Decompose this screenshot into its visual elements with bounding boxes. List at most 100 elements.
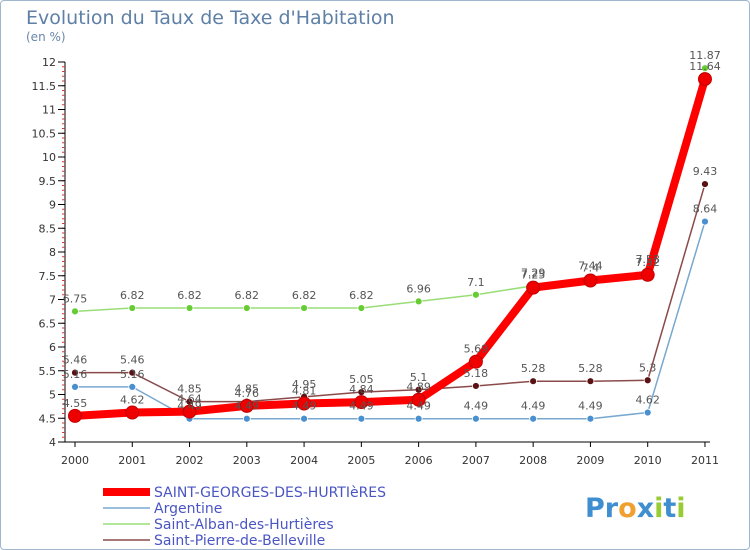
- data-point: [300, 414, 308, 423]
- data-label: 4.84: [349, 383, 374, 396]
- data-point: [583, 273, 598, 288]
- y-tick-label: 8: [49, 246, 56, 259]
- series-line: [71, 75, 709, 420]
- data-label: 5.28: [521, 362, 546, 375]
- data-point: [68, 408, 82, 423]
- x-tick-label: 2007: [462, 454, 490, 467]
- y-tick-label: 11: [42, 104, 56, 117]
- data-label: 7.29: [521, 267, 546, 280]
- x-tick-label: 2005: [347, 454, 375, 467]
- y-axis-unit: (en %): [26, 30, 66, 44]
- data-label: 4.76: [235, 387, 260, 400]
- y-tick-label: 7.5: [39, 270, 57, 283]
- x-tick-label: 2001: [118, 454, 146, 467]
- series-line: [74, 220, 706, 420]
- x-tick-label: 2006: [405, 454, 433, 467]
- data-label: 7.44: [578, 260, 603, 273]
- y-tick-label: 9: [49, 199, 56, 212]
- data-label: 4.49: [292, 400, 317, 413]
- data-point: [185, 304, 194, 312]
- data-label: 5.46: [63, 354, 88, 367]
- x-tick-label: 2003: [233, 454, 261, 467]
- data-point: [701, 64, 709, 73]
- proxiti-logo-letter: i: [676, 493, 685, 524]
- data-labels: 5.16 5.16 4.49 4.49 4.49 4.49 4.49 4.49 4.49 4.49…: [63, 49, 721, 413]
- data-label: 4.89: [406, 381, 431, 394]
- data-label: 6.96: [406, 282, 431, 295]
- data-label: 4.62: [635, 394, 660, 407]
- proxiti-logo-letter: o: [618, 493, 637, 524]
- y-tick-label: 11.5: [32, 80, 57, 93]
- y-tick-label: 6.5: [39, 317, 57, 330]
- data-point: [71, 368, 79, 377]
- data-label: 5.16: [120, 368, 145, 381]
- proxiti-logo-letter: r: [605, 493, 619, 524]
- legend: SAINT-GEORGES-DES-HURTIèRESArgentineSain…: [103, 485, 386, 549]
- data-label: 11.87: [689, 49, 721, 62]
- data-label: 7.4: [582, 262, 600, 275]
- data-point: [701, 217, 709, 226]
- data-point: [468, 354, 483, 369]
- y-tick-label: 8.5: [39, 222, 57, 235]
- x-tick-label: 2008: [519, 454, 547, 467]
- data-label: 9.43: [693, 165, 718, 178]
- data-label: 4.49: [406, 400, 431, 413]
- x-tick-label: 2000: [61, 454, 89, 467]
- data-label: 4.49: [578, 400, 603, 413]
- data-label: 7.52: [635, 256, 660, 269]
- data-label: 7.58: [635, 253, 660, 266]
- y-tick-label: 4: [49, 436, 56, 449]
- data-label: 4.81: [292, 385, 317, 398]
- legend-label: Saint-Alban-des-Hurtières: [154, 517, 334, 533]
- x-tick-label: 2010: [634, 454, 662, 467]
- data-label: 4.62: [120, 394, 145, 407]
- data-label: 4.64: [177, 393, 202, 406]
- data-label: 6.82: [120, 289, 145, 302]
- data-label: 5.28: [578, 362, 603, 375]
- data-point: [300, 304, 308, 312]
- data-point: [643, 376, 652, 385]
- series-line: [74, 183, 706, 403]
- data-point: [182, 404, 197, 419]
- data-point: [297, 396, 312, 411]
- data-label: 5.05: [349, 373, 374, 386]
- data-point: [71, 382, 79, 391]
- data-label: 6.82: [235, 289, 260, 302]
- data-label: 6.82: [177, 289, 202, 302]
- data-point: [411, 392, 426, 407]
- legend-label: Saint-Pierre-de-Belleville: [154, 533, 325, 549]
- y-tick-label: 7: [49, 294, 56, 307]
- data-point: [242, 304, 251, 312]
- data-label: 4.85: [235, 383, 260, 396]
- data-point: [357, 304, 366, 312]
- proxiti-logo-letter: i: [654, 493, 663, 524]
- y-tick-label: 9.5: [39, 175, 57, 188]
- x-tick-label: 2011: [691, 454, 719, 467]
- data-point: [471, 290, 480, 299]
- data-point: [239, 398, 254, 413]
- data-point: [414, 414, 423, 423]
- data-point: [701, 180, 709, 188]
- data-point: [529, 414, 538, 423]
- data-point: [414, 297, 423, 306]
- data-point: [697, 72, 712, 87]
- data-label: 5.18: [464, 367, 489, 380]
- data-label: 5.16: [63, 368, 88, 381]
- data-label: 5.69: [464, 343, 489, 356]
- y-tick-label: 10.5: [32, 127, 57, 140]
- proxiti-logo-letter: t: [663, 493, 676, 524]
- chart-title: Evolution du Taux de Taxe d'Habitation: [26, 7, 395, 29]
- data-point: [128, 382, 137, 391]
- x-tick-label: 2009: [576, 454, 604, 467]
- data-point: [526, 280, 541, 295]
- data-point: [125, 405, 140, 420]
- data-point: [586, 377, 595, 386]
- data-label: 4.55: [63, 397, 88, 410]
- x-tick-label: 2004: [290, 454, 318, 467]
- data-label: 4.85: [177, 383, 202, 396]
- data-label: 6.75: [63, 292, 88, 305]
- proxiti-logo: Proxiti: [585, 493, 686, 524]
- data-label: 5.46: [120, 354, 145, 367]
- series-lines: [68, 64, 712, 423]
